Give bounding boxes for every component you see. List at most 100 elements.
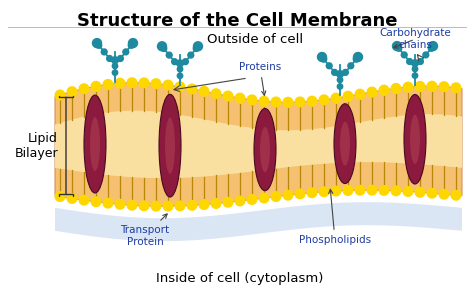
Circle shape	[107, 56, 112, 61]
Circle shape	[427, 81, 438, 92]
Circle shape	[319, 94, 329, 105]
Ellipse shape	[90, 117, 100, 171]
Circle shape	[163, 79, 173, 90]
Text: Phospholipids: Phospholipids	[299, 189, 371, 245]
Circle shape	[343, 70, 348, 75]
Circle shape	[330, 93, 341, 104]
Circle shape	[55, 191, 65, 202]
Circle shape	[258, 96, 270, 107]
Circle shape	[428, 45, 434, 51]
Circle shape	[428, 41, 438, 50]
Circle shape	[348, 63, 354, 69]
Circle shape	[407, 59, 412, 64]
Circle shape	[246, 194, 257, 205]
Circle shape	[102, 79, 113, 90]
Polygon shape	[55, 83, 462, 206]
Circle shape	[337, 84, 343, 89]
Ellipse shape	[334, 104, 356, 184]
Circle shape	[414, 187, 426, 198]
Circle shape	[102, 198, 113, 209]
Circle shape	[326, 63, 332, 69]
Circle shape	[366, 86, 377, 97]
Circle shape	[66, 86, 78, 97]
Circle shape	[319, 186, 329, 197]
Circle shape	[337, 77, 343, 83]
Circle shape	[123, 49, 129, 55]
Circle shape	[402, 81, 413, 93]
Circle shape	[330, 186, 341, 197]
Polygon shape	[55, 111, 462, 178]
Circle shape	[210, 198, 221, 209]
Circle shape	[118, 56, 123, 61]
Circle shape	[414, 81, 426, 92]
Text: Lipid
Bilayer: Lipid Bilayer	[14, 132, 58, 160]
Circle shape	[450, 190, 462, 201]
Circle shape	[115, 199, 126, 210]
Circle shape	[222, 197, 234, 208]
Circle shape	[307, 187, 318, 198]
Circle shape	[172, 59, 178, 65]
Circle shape	[271, 97, 282, 108]
Text: Inside of cell (cytoplasm): Inside of cell (cytoplasm)	[156, 272, 324, 285]
Circle shape	[379, 185, 390, 196]
Circle shape	[199, 86, 210, 97]
Circle shape	[337, 70, 343, 76]
Circle shape	[379, 85, 390, 95]
Circle shape	[283, 97, 293, 108]
Circle shape	[355, 88, 365, 99]
Circle shape	[101, 49, 107, 55]
Circle shape	[353, 56, 359, 62]
Ellipse shape	[254, 108, 276, 191]
Circle shape	[66, 193, 78, 204]
Circle shape	[161, 46, 167, 51]
Circle shape	[174, 200, 185, 211]
Circle shape	[392, 41, 401, 50]
Ellipse shape	[340, 122, 350, 166]
Circle shape	[112, 57, 118, 62]
Circle shape	[166, 52, 172, 58]
Circle shape	[294, 188, 306, 199]
Circle shape	[128, 39, 137, 48]
Text: Transport
Protein: Transport Protein	[120, 214, 170, 246]
Circle shape	[283, 190, 293, 201]
Circle shape	[177, 60, 182, 65]
Circle shape	[343, 91, 354, 102]
Circle shape	[91, 81, 101, 92]
Ellipse shape	[260, 127, 270, 172]
Text: Carbohydrate
chains: Carbohydrate chains	[379, 28, 451, 50]
Circle shape	[318, 52, 327, 61]
Circle shape	[222, 90, 234, 102]
Circle shape	[151, 201, 162, 212]
Circle shape	[391, 185, 401, 196]
Circle shape	[177, 66, 182, 72]
Circle shape	[418, 59, 423, 64]
Circle shape	[355, 185, 365, 196]
Ellipse shape	[159, 94, 181, 197]
Circle shape	[92, 39, 101, 48]
Circle shape	[188, 52, 194, 58]
Circle shape	[96, 42, 102, 48]
Circle shape	[199, 199, 210, 210]
Circle shape	[182, 59, 188, 65]
Circle shape	[412, 66, 418, 72]
Circle shape	[128, 42, 134, 48]
Circle shape	[391, 83, 401, 94]
Ellipse shape	[410, 115, 420, 164]
Circle shape	[438, 81, 449, 92]
Circle shape	[174, 81, 185, 92]
Circle shape	[343, 185, 354, 196]
Circle shape	[157, 42, 166, 51]
Circle shape	[366, 185, 377, 196]
Circle shape	[246, 94, 257, 105]
Circle shape	[138, 77, 149, 88]
Circle shape	[151, 78, 162, 89]
Circle shape	[258, 193, 270, 204]
Circle shape	[438, 189, 449, 200]
Circle shape	[412, 60, 418, 65]
Circle shape	[193, 42, 202, 51]
Text: Structure of the Cell Membrane: Structure of the Cell Membrane	[77, 12, 397, 30]
Circle shape	[186, 84, 198, 95]
Circle shape	[423, 52, 428, 58]
Text: Outside of cell: Outside of cell	[207, 33, 303, 46]
Circle shape	[401, 52, 407, 58]
